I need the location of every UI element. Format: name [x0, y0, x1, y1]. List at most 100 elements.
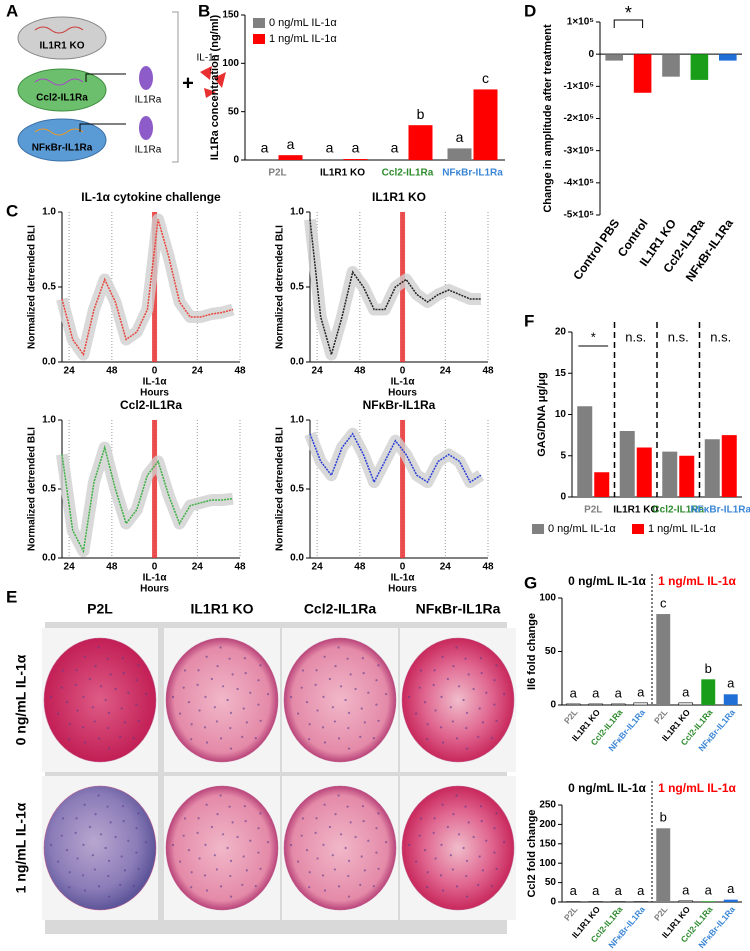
diagram	[17, 11, 226, 163]
protein	[139, 116, 153, 140]
x-tick-label: 48	[234, 366, 246, 377]
y-tick-label: 1.0	[42, 415, 56, 426]
nucleus	[452, 665, 455, 668]
nucleus	[99, 833, 103, 836]
x-tick-label: Control PBS	[570, 217, 622, 283]
nucleus	[337, 794, 340, 797]
nucleus	[229, 874, 232, 878]
significance-letter: a	[287, 136, 295, 152]
significance-letter: a	[391, 140, 399, 156]
nucleus	[349, 673, 352, 676]
nucleus	[119, 883, 122, 886]
chart-title: NFκBr-IL1Ra	[363, 398, 436, 412]
nucleus	[323, 655, 326, 658]
cell-label: IL1R1 KO	[39, 41, 84, 52]
nucleus	[465, 747, 469, 750]
nucleus	[216, 813, 219, 816]
x-tick-label: P2L	[584, 505, 602, 516]
nucleus	[76, 709, 79, 712]
nucleus	[245, 869, 248, 872]
y-axis-label: Ccl2 fold change	[526, 809, 538, 897]
bar	[678, 900, 694, 903]
x-tick-label: P2L	[652, 904, 670, 922]
nucleus	[236, 835, 239, 839]
nucleus	[228, 805, 231, 808]
y-axis-label: Change in amplitude after treatment	[542, 24, 554, 213]
stimulus-label: IL-1α	[391, 573, 416, 584]
y-tick-label: 0.5	[290, 484, 304, 495]
significance-label: *	[625, 3, 632, 23]
nucleus	[449, 706, 452, 709]
y-tick-label: 10	[555, 409, 567, 420]
significance-letter: a	[592, 685, 600, 700]
nucleus	[88, 825, 91, 829]
band	[56, 441, 234, 558]
nucleus	[107, 895, 111, 898]
nucleus	[449, 854, 452, 857]
nucleus	[490, 737, 493, 740]
nucleus	[107, 726, 110, 730]
nucleus	[82, 843, 85, 846]
nucleus	[419, 669, 423, 672]
nucleus	[347, 747, 351, 750]
nucleus	[465, 874, 468, 878]
bracket	[172, 11, 179, 163]
nucleus	[219, 885, 223, 888]
x-tick-label: NFκBr-IL1Ra	[690, 505, 750, 516]
nucleus	[257, 703, 260, 706]
nucleus	[107, 874, 110, 878]
y-tick-label: 100	[539, 858, 556, 869]
nucleus	[503, 841, 506, 844]
nucleus	[321, 726, 325, 729]
bar	[633, 702, 649, 706]
nucleus	[198, 709, 201, 712]
nucleus	[478, 707, 481, 710]
nucleus	[107, 747, 111, 750]
y-tick-label: 0	[588, 49, 594, 60]
nucleus	[305, 848, 309, 852]
nucleus	[314, 831, 317, 834]
nucleus	[60, 834, 63, 837]
nucleus	[182, 834, 185, 837]
plus-sign: +	[182, 72, 194, 94]
y-tick-label: 0.5	[42, 282, 56, 293]
nucleus	[197, 817, 200, 820]
bar	[662, 451, 678, 497]
x-tick-label: 0	[400, 366, 406, 377]
nucleus	[65, 700, 69, 704]
x-tick-label: 24	[192, 562, 204, 573]
nucleus	[375, 703, 378, 706]
nucleus	[367, 691, 370, 694]
stimulus-label: IL-1α	[143, 573, 168, 584]
x-tick-label: 48	[482, 366, 494, 377]
nucleus	[120, 855, 123, 858]
nucleus	[480, 672, 483, 675]
x-tick-label: 48	[106, 366, 118, 377]
bar	[721, 435, 737, 497]
nucleus	[300, 834, 303, 837]
y-axis-label: Normalized detrended BLI	[275, 427, 286, 551]
tissue-section	[283, 637, 397, 763]
y-tick-label: 0	[560, 492, 566, 503]
nucleus	[219, 646, 222, 649]
x-axis-label: Hours	[140, 388, 169, 399]
nucleus	[183, 669, 187, 672]
significance-letter: c	[660, 595, 667, 610]
nucleus	[213, 706, 216, 709]
x-tick-label: IL1R1 KO	[320, 168, 365, 179]
x-tick-label: NFκBr-IL1Ra	[442, 168, 503, 179]
nucleus	[490, 885, 493, 888]
nucleus	[61, 669, 65, 672]
nucleus	[493, 703, 496, 706]
x-tick-label: Ccl2-IL1Ra	[382, 168, 434, 179]
nucleus	[190, 871, 193, 874]
nucleus	[91, 706, 94, 709]
bar	[473, 89, 498, 160]
x-axis-label: Hours	[140, 584, 169, 595]
cell-label: NFκBr-IL1Ra	[32, 143, 93, 154]
nucleus	[259, 812, 262, 815]
legend-swatch	[253, 18, 265, 28]
nucleus	[229, 895, 233, 898]
y-tick-label: -3×10⁵	[563, 145, 594, 156]
x-tick-label: 48	[354, 366, 366, 377]
